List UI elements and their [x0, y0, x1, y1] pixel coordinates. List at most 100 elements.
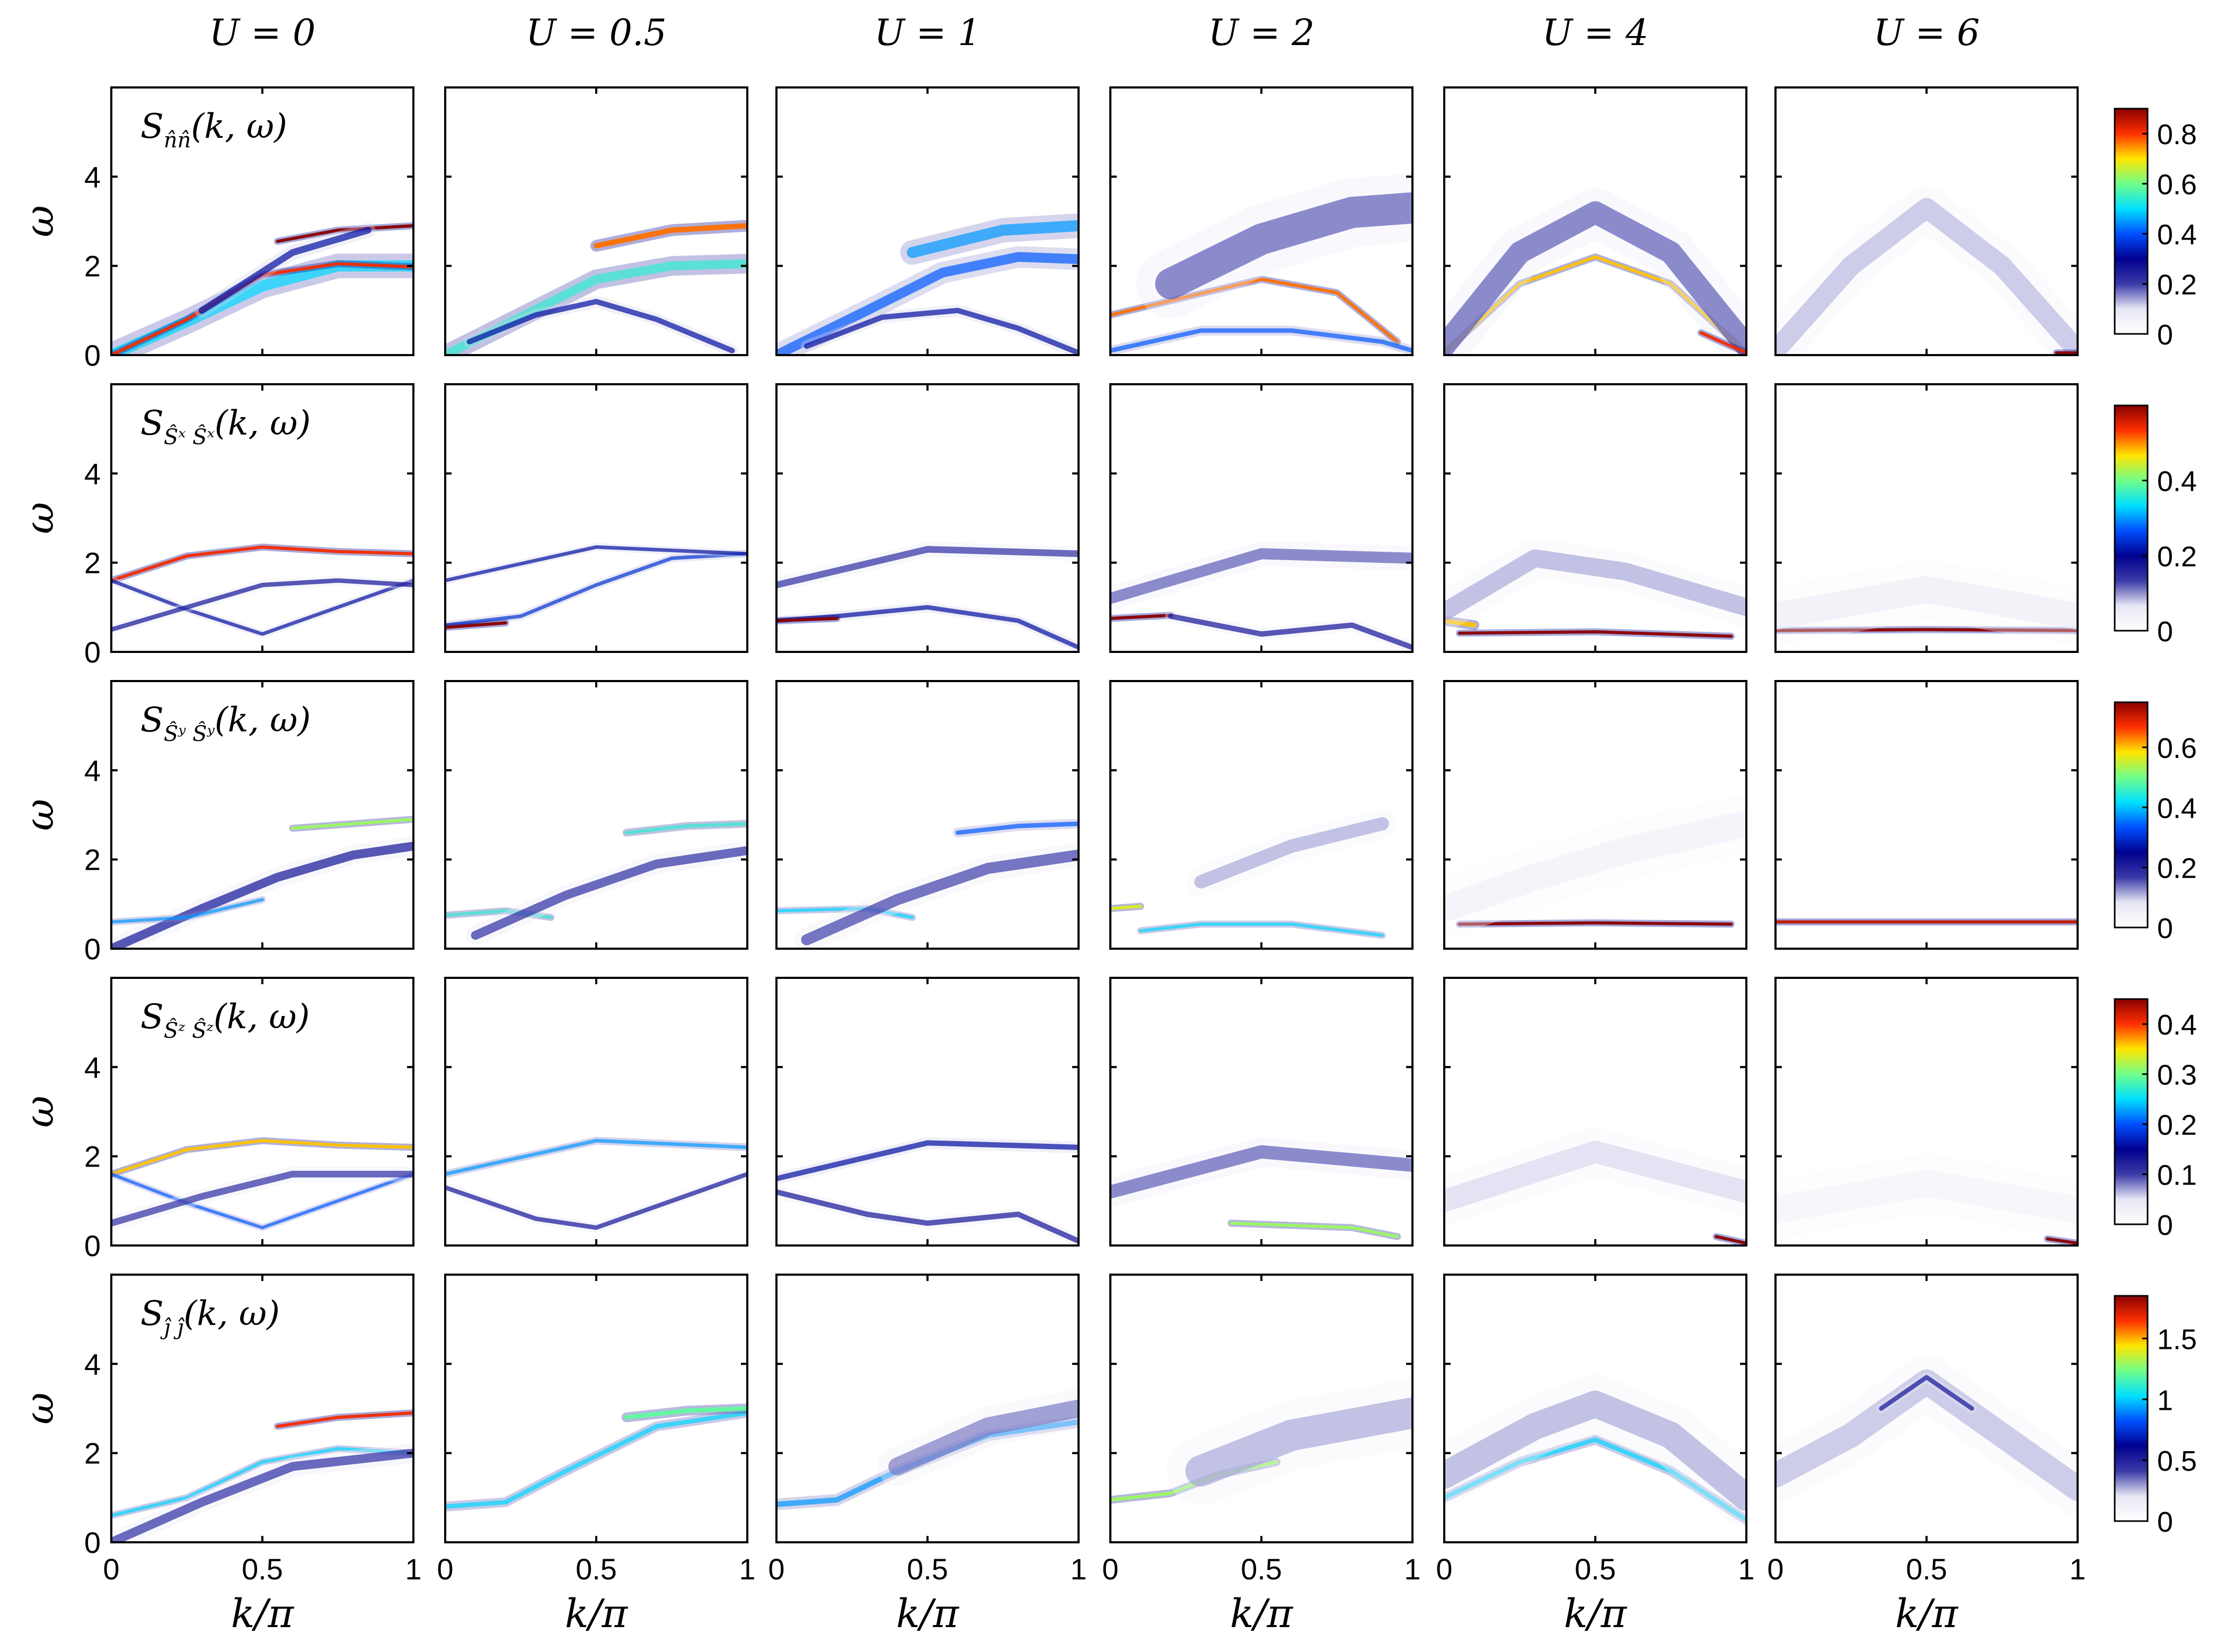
plot-area [1110, 681, 1412, 949]
colorbar [2114, 998, 2149, 1225]
spectral-band [803, 307, 1079, 355]
panel-r4-c2: 0 0.5 1 k/π [768, 1274, 1087, 1637]
colorbar-tick-label: 0.1 [2157, 1160, 2197, 1191]
colorbar-tick-label: 0.2 [2157, 1109, 2197, 1141]
x-tick-label: 1 [1404, 1552, 1420, 1586]
column-title: U = 0 [209, 12, 316, 54]
plot-area [1444, 384, 1746, 652]
x-tick-label: 0 [437, 1552, 453, 1586]
spectral-band [1444, 810, 1746, 922]
colorbar-tick-label: 0.3 [2157, 1059, 2197, 1091]
spectral-band [624, 1406, 747, 1420]
plot-background [445, 681, 747, 949]
row-label-subscript: Ŝʸ Ŝʸ [164, 721, 215, 746]
row-label-symbol: S [140, 701, 164, 740]
colorbar-tick-label: 0.4 [2157, 466, 2197, 498]
colorbar [2114, 1295, 2149, 1522]
spectral-band [801, 849, 1079, 946]
spectral-band [1444, 255, 1746, 355]
spectral-band [1155, 192, 1412, 299]
y-axis-label: ω [17, 1392, 63, 1424]
plot-area [445, 87, 747, 355]
spectral-band [1715, 1235, 1746, 1245]
spectral-band [466, 298, 735, 354]
spectral-band [776, 546, 1079, 589]
plot-area [776, 978, 1079, 1245]
y-axis-label: ω [17, 502, 63, 534]
plot-background [445, 978, 747, 1245]
panel-r0-c2 [775, 86, 1080, 356]
plot-background [1776, 87, 2078, 355]
x-tick-label: 1 [2069, 1552, 2086, 1586]
spectral-band [2046, 1237, 2078, 1245]
spectral-band [776, 616, 838, 623]
column-title: U = 6 [1874, 12, 1980, 54]
spectral-band [1139, 922, 1384, 937]
row-label-subscript: Ŝᶻ Ŝᶻ [164, 1018, 214, 1043]
spectral-band [907, 220, 1079, 258]
colorbar-tick-label: 1.5 [2157, 1323, 2197, 1355]
plot-background [1444, 978, 1746, 1245]
plot-background [1776, 1275, 2078, 1542]
panel-r0-c0: 0 2 4ω Sn̂n̂(k, ω) [17, 86, 414, 372]
row-label: SŜˣ Ŝˣ(k, ω) [140, 404, 311, 449]
row-label-symbol: S [140, 1294, 164, 1333]
panel-r0-c3 [1109, 86, 1414, 356]
x-tick-label: 0 [1767, 1552, 1783, 1586]
spectral-band [111, 1448, 413, 1542]
y-tick-label: 0 [84, 1229, 101, 1262]
column-titles: U = 0 U = 0.5 U = 1 U = 2 U = 4 U = 6 [209, 12, 1980, 54]
x-tick-label: 1 [1738, 1552, 1754, 1586]
x-tick-label: 0.5 [907, 1552, 948, 1586]
spectral-band [1110, 548, 1412, 604]
x-tick-label: 0 [768, 1552, 784, 1586]
panel-r1-c4 [1443, 383, 1747, 653]
spectral-band [111, 578, 413, 632]
spectral-band [111, 1171, 413, 1227]
plot-area [1444, 1275, 1746, 1542]
spectral-band [1230, 1221, 1399, 1239]
y-tick-label: 0 [84, 635, 101, 669]
panel-r2-c3 [1109, 680, 1414, 950]
spectral-band [888, 1399, 1079, 1476]
colorbar-tick-label: 0.5 [2157, 1445, 2197, 1477]
y-tick-label: 2 [84, 250, 101, 283]
spectral-band [111, 842, 413, 949]
panel-r4-c1: 0 0.5 1 k/π [437, 1274, 756, 1637]
spectral-band [1776, 1169, 2078, 1223]
spectral-band [1444, 1437, 1746, 1523]
plot-background [776, 681, 1079, 949]
spectral-band [471, 846, 747, 940]
colorbar-tick-label: 0.8 [2157, 119, 2197, 151]
panel-r1-c3 [1109, 383, 1414, 653]
plot-background [1110, 681, 1412, 949]
spectral-band [445, 1410, 747, 1509]
spectral-band [1110, 905, 1142, 911]
row-label-args: (k, ω) [215, 404, 311, 443]
y-tick-label: 2 [84, 546, 101, 580]
spectral-band [198, 227, 372, 314]
x-tick-label: 0.5 [1241, 1552, 1282, 1586]
colorbar-tick-label: 0 [2157, 319, 2173, 351]
colorbar-row-1: 0 0.2 0.4 [2114, 404, 2197, 648]
spectral-band [1879, 1375, 1974, 1411]
spectral-band [291, 817, 413, 830]
y-tick-label: 2 [84, 843, 101, 877]
plot-area [1776, 87, 2078, 355]
panel-r4-c4: 0 0.5 1 k/π [1436, 1274, 1755, 1637]
spectral-band [276, 224, 413, 243]
plot-area [111, 978, 413, 1245]
plot-area [1776, 681, 2078, 949]
spectral-band [955, 821, 1079, 835]
spectral-band [1185, 1397, 1412, 1487]
y-tick-label: 0 [84, 932, 101, 966]
panel-r3-c3 [1109, 977, 1414, 1247]
x-tick-label: 0.5 [242, 1552, 283, 1586]
colorbar-row-3: 0 0.1 0.2 0.3 0.4 [2114, 998, 2197, 1241]
spectral-band [1444, 1141, 1746, 1212]
panel-r2-c1 [444, 680, 748, 950]
plot-background [1110, 978, 1412, 1245]
row-label-args: (k, ω) [215, 701, 311, 740]
spectral-band [445, 621, 507, 629]
